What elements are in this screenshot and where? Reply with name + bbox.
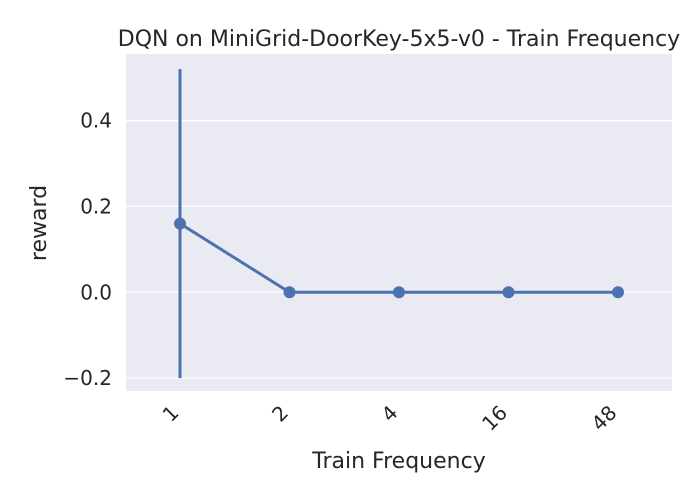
y-axis-label: reward bbox=[27, 185, 52, 261]
y-tick-label: 0.4 bbox=[80, 109, 112, 133]
x-tick-label: 4 bbox=[377, 401, 403, 427]
x-tick-label: 1 bbox=[158, 401, 184, 427]
y-tick-label: −0.2 bbox=[63, 366, 112, 390]
y-tick-label: 0.0 bbox=[80, 280, 112, 304]
x-tick-label: 48 bbox=[587, 401, 622, 436]
x-tick-label: 2 bbox=[267, 401, 293, 427]
data-point bbox=[502, 286, 515, 299]
y-tick-labels: −0.2 0.0 0.2 0.4 bbox=[63, 109, 112, 391]
data-points bbox=[174, 217, 624, 299]
y-tick-label: 0.2 bbox=[80, 194, 112, 218]
plot-area bbox=[126, 54, 672, 391]
x-tick-label: 16 bbox=[477, 401, 512, 436]
data-point bbox=[283, 286, 296, 299]
chart-title: DQN on MiniGrid-DoorKey-5x5-v0 - Train F… bbox=[118, 27, 680, 52]
x-tick-labels: 1 2 4 16 48 bbox=[158, 401, 622, 436]
data-point bbox=[612, 286, 624, 299]
x-axis-label: Train Frequency bbox=[311, 449, 485, 474]
data-point bbox=[174, 217, 186, 230]
data-point bbox=[393, 286, 405, 299]
